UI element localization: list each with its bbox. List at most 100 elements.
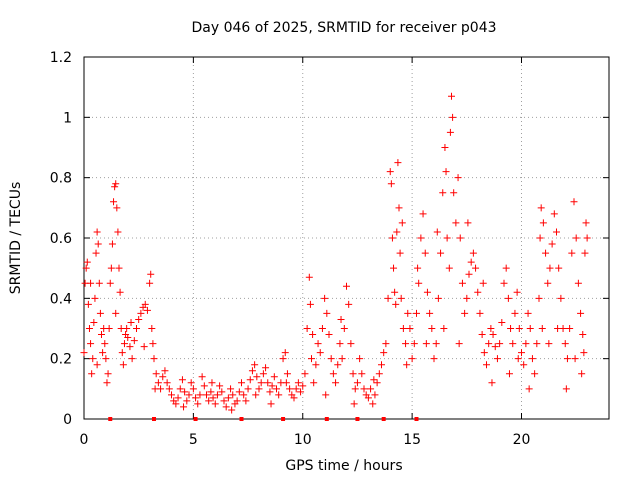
data-point bbox=[455, 340, 463, 348]
data-point bbox=[286, 385, 294, 393]
data-point bbox=[178, 376, 186, 384]
data-point bbox=[445, 264, 453, 272]
data-point bbox=[480, 349, 488, 357]
data-point bbox=[399, 325, 407, 332]
data-point bbox=[498, 318, 506, 326]
data-point bbox=[402, 340, 410, 348]
data-point bbox=[467, 258, 475, 266]
data-point bbox=[83, 258, 91, 266]
zero-marker bbox=[239, 417, 244, 421]
data-point bbox=[95, 279, 103, 287]
data-point bbox=[437, 249, 445, 257]
data-point bbox=[314, 340, 322, 348]
data-point bbox=[531, 370, 539, 378]
data-point bbox=[281, 349, 289, 357]
data-point bbox=[187, 379, 195, 387]
data-point bbox=[163, 379, 171, 387]
data-point bbox=[507, 325, 515, 332]
x-axis-label: GPS time / hours bbox=[285, 458, 402, 474]
data-point bbox=[535, 294, 543, 302]
data-point bbox=[524, 309, 532, 317]
data-point bbox=[456, 234, 464, 242]
data-point bbox=[185, 391, 193, 399]
data-point bbox=[92, 249, 100, 257]
data-point bbox=[443, 234, 451, 242]
data-point bbox=[504, 294, 512, 302]
data-point bbox=[308, 355, 315, 363]
data-point bbox=[294, 379, 302, 387]
data-point bbox=[563, 355, 571, 363]
data-point bbox=[114, 228, 122, 236]
data-point bbox=[403, 361, 411, 369]
y-tick-label: 1.2 bbox=[50, 50, 72, 66]
data-point bbox=[414, 264, 422, 272]
data-point bbox=[548, 240, 556, 248]
data-point bbox=[96, 309, 104, 317]
data-point bbox=[345, 300, 353, 308]
data-point bbox=[282, 379, 290, 387]
data-point bbox=[123, 325, 131, 332]
data-point bbox=[433, 228, 441, 236]
data-point bbox=[87, 340, 95, 348]
data-point bbox=[582, 219, 590, 227]
data-point bbox=[382, 340, 390, 348]
data-point bbox=[536, 234, 544, 242]
zero-marker bbox=[324, 417, 329, 421]
data-point bbox=[253, 373, 261, 381]
data-point bbox=[426, 309, 434, 317]
data-point bbox=[303, 325, 311, 332]
data-point bbox=[251, 361, 259, 369]
data-point bbox=[150, 355, 158, 363]
data-point bbox=[434, 294, 442, 302]
data-point bbox=[574, 279, 582, 287]
data-point bbox=[222, 403, 230, 411]
data-point bbox=[360, 385, 368, 393]
data-point bbox=[545, 340, 553, 348]
data-point bbox=[337, 315, 345, 323]
zero-marker bbox=[152, 417, 156, 421]
data-point bbox=[270, 373, 278, 381]
data-point bbox=[369, 400, 377, 408]
data-point bbox=[91, 294, 99, 302]
data-point bbox=[238, 379, 245, 387]
data-point bbox=[127, 318, 135, 326]
data-point bbox=[176, 385, 184, 393]
data-point bbox=[152, 370, 160, 378]
grid bbox=[84, 57, 609, 419]
data-point bbox=[283, 370, 291, 378]
data-point bbox=[115, 264, 123, 272]
data-point bbox=[292, 385, 300, 393]
data-point bbox=[87, 279, 95, 287]
data-point bbox=[126, 343, 134, 351]
data-point bbox=[275, 391, 283, 399]
data-point bbox=[318, 325, 326, 332]
x-tick-label: 10 bbox=[294, 432, 312, 448]
data-point bbox=[432, 340, 440, 348]
data-point bbox=[168, 391, 175, 399]
data-point bbox=[408, 355, 416, 363]
data-point bbox=[406, 325, 414, 332]
data-point bbox=[113, 204, 121, 212]
data-point bbox=[172, 400, 180, 408]
zero-marker bbox=[414, 417, 419, 421]
zero-marker bbox=[108, 417, 113, 421]
x-tick-label: 20 bbox=[513, 432, 531, 448]
data-point bbox=[463, 294, 471, 302]
data-point bbox=[378, 361, 385, 369]
data-point bbox=[505, 370, 513, 378]
data-point bbox=[380, 349, 388, 357]
data-point bbox=[101, 340, 109, 348]
data-point bbox=[124, 334, 132, 342]
data-point bbox=[240, 391, 248, 399]
data-point bbox=[397, 294, 405, 302]
data-point bbox=[428, 325, 436, 332]
data-point bbox=[312, 361, 320, 369]
data-point bbox=[148, 325, 156, 332]
data-point bbox=[454, 174, 462, 182]
data-point bbox=[398, 219, 406, 227]
data-point bbox=[233, 397, 241, 405]
y-tick-label: 0.2 bbox=[50, 352, 72, 368]
data-point bbox=[488, 379, 496, 387]
y-tick-label: 1 bbox=[63, 110, 72, 126]
